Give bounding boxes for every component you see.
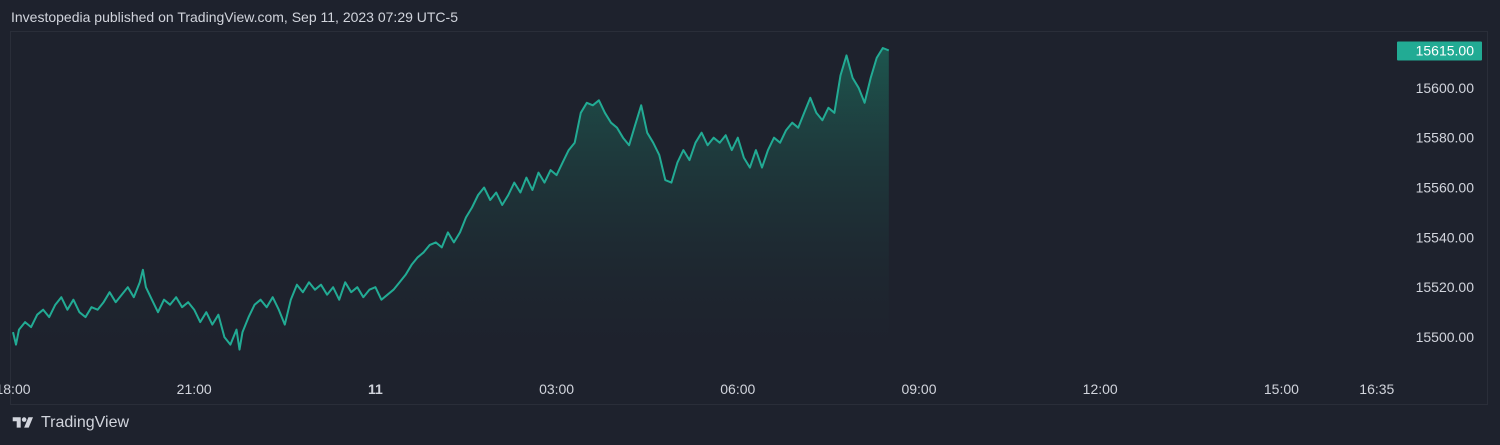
tradingview-logo-icon [12,417,33,428]
price-chart[interactable]: 15500.00 15520.00 15540.00 15560.00 15580.00… [0,0,1500,405]
y-tick-label: 15600.00 [1416,80,1475,96]
price-line [12,47,890,351]
x-tick-label: 21:00 [177,381,212,397]
x-tick-label: 06:00 [720,381,755,397]
y-tick-label: 15520.00 [1416,279,1475,295]
x-tick-label: 16:35 [1359,381,1394,397]
x-axis: 18:00 21:00 11 03:00 06:00 09:00 12:00 15:00 16:… [0,381,1395,397]
y-tick-label: 15580.00 [1416,130,1475,146]
x-tick-label: 09:00 [901,381,936,397]
chart-frame [10,31,1488,405]
area-fill [13,48,889,350]
last-price-badge: 15615.00 [1397,41,1482,61]
x-tick-label: 03:00 [539,381,574,397]
last-price-badge-bg [1397,41,1482,61]
y-axis: 15500.00 15520.00 15540.00 15560.00 15580.00… [1416,80,1475,345]
x-tick-label: 18:00 [0,381,31,397]
x-tick-label: 11 [368,381,383,397]
x-tick-label: 12:00 [1083,381,1118,397]
publish-info: Investopedia published on TradingView.co… [11,9,458,25]
footer-brand: TradingView [41,414,130,431]
y-tick-label: 15540.00 [1416,229,1475,245]
footer: TradingView [11,414,129,432]
x-tick-label: 15:00 [1264,381,1299,397]
last-price-label: 15615.00 [1416,42,1475,58]
y-tick-label: 15500.00 [1416,329,1475,345]
y-tick-label: 15560.00 [1416,180,1475,196]
